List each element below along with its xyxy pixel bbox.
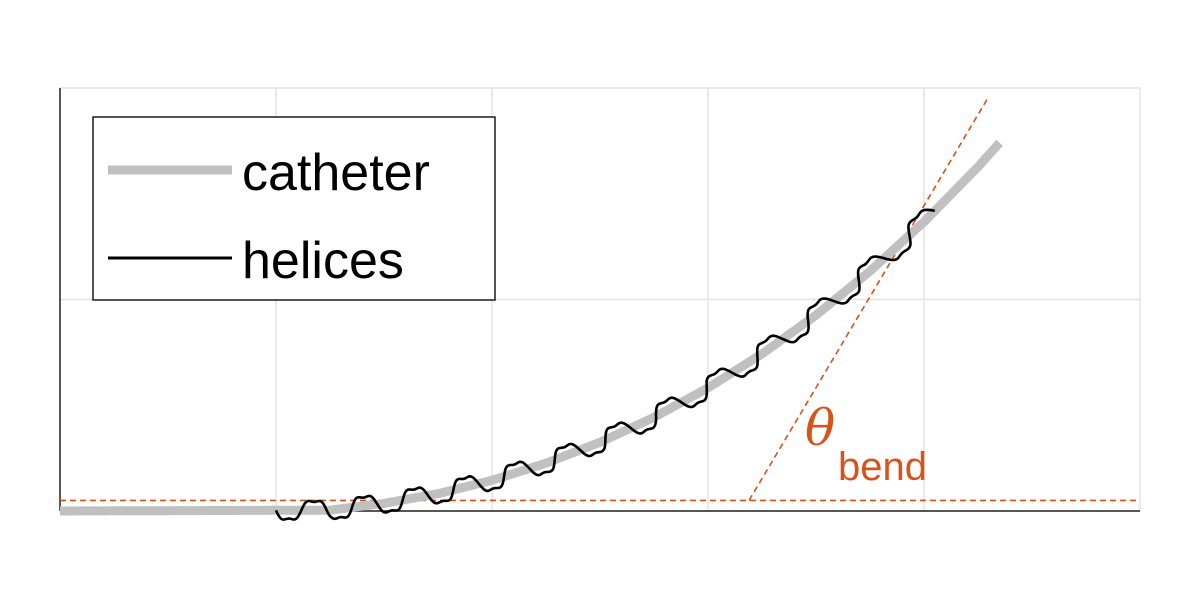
legend: catheter helices [92,116,496,301]
theta-symbol: θ [805,399,835,457]
tangent-line-1 [748,96,990,501]
theta-subscript: bend [838,445,927,489]
helices-line [274,208,936,521]
series-layer [57,139,1003,521]
legend-box [92,116,496,301]
angle-annotation: θ bend [805,399,927,489]
reference-lines [60,96,1140,502]
legend-label-helices: helices [242,232,404,290]
legend-label-catheter: catheter [242,144,430,202]
